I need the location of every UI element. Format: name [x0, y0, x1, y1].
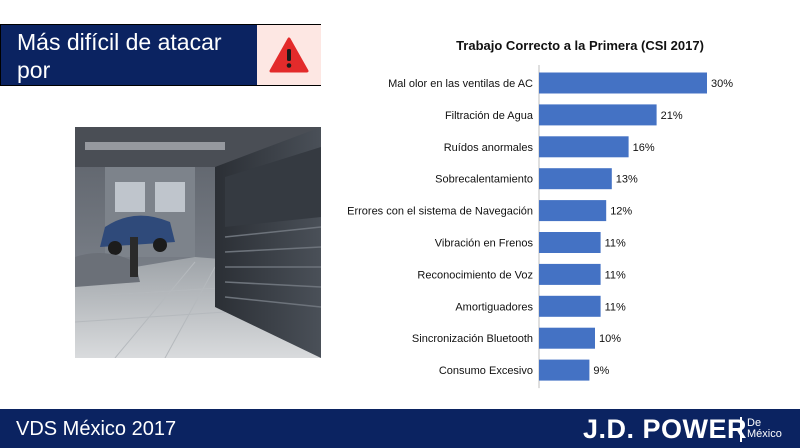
category-label: Vibración en Frenos	[435, 238, 534, 250]
category-label: Errores con el sistema de Navegación	[347, 206, 533, 218]
page-title-line2: el Distribuidor	[17, 85, 158, 111]
page-title: Más difícil de atacar por el Distribuido…	[17, 28, 252, 112]
footer-caption: VDS México 2017	[16, 418, 177, 440]
footer-bar: VDS México 2017 J.D. POWER De México	[0, 409, 800, 448]
bar	[539, 104, 657, 126]
category-label: Ruídos anormales	[444, 142, 534, 154]
title-banner: Más difícil de atacar por el Distribuido…	[0, 24, 321, 111]
brand-divider	[740, 417, 742, 442]
workshop-photo	[75, 127, 321, 358]
chart-title: Trabajo Correcto a la Primera (CSI 2017)	[456, 38, 704, 53]
bar	[539, 263, 601, 285]
data-label: 11%	[605, 301, 626, 313]
bar	[539, 200, 607, 222]
data-label: 11%	[605, 269, 626, 281]
workshop-illustration	[75, 127, 321, 358]
bar	[539, 72, 707, 94]
category-label: Sincronización Bluetooth	[412, 333, 533, 345]
category-label: Consumo Excesivo	[439, 365, 533, 377]
data-label: 16%	[633, 142, 655, 154]
data-label: 30%	[711, 78, 733, 90]
bar	[539, 295, 601, 317]
data-label: 9%	[593, 365, 609, 377]
brand-subtitle: De México	[747, 418, 782, 440]
category-label: Filtración de Agua	[445, 110, 534, 122]
data-label: 12%	[610, 206, 632, 218]
warning-triangle-icon	[269, 37, 309, 73]
alert-panel	[256, 25, 321, 85]
data-label: 10%	[599, 333, 621, 345]
brand-subtitle-line1: De	[747, 417, 762, 429]
brand-subtitle-line2: México	[747, 428, 782, 440]
category-label: Mal olor en las ventilas de AC	[388, 78, 533, 90]
bar	[539, 232, 601, 253]
category-label: Amortiguadores	[455, 301, 533, 313]
bar	[539, 136, 629, 158]
bar-chart: Mal olor en las ventilas de AC 30% Filtrac…	[347, 65, 733, 389]
category-label: Sobrecalentamiento	[435, 174, 533, 186]
category-label: Reconocimiento de Voz	[417, 269, 533, 281]
data-label: 21%	[661, 110, 683, 122]
bar	[539, 327, 595, 349]
brand-logo-text: J.D. POWER	[583, 414, 748, 444]
bar	[539, 359, 590, 381]
bar	[539, 168, 612, 190]
data-label: 13%	[616, 174, 638, 186]
page-title-line1: Más difícil de atacar por	[17, 29, 222, 83]
data-label: 11%	[605, 238, 626, 250]
